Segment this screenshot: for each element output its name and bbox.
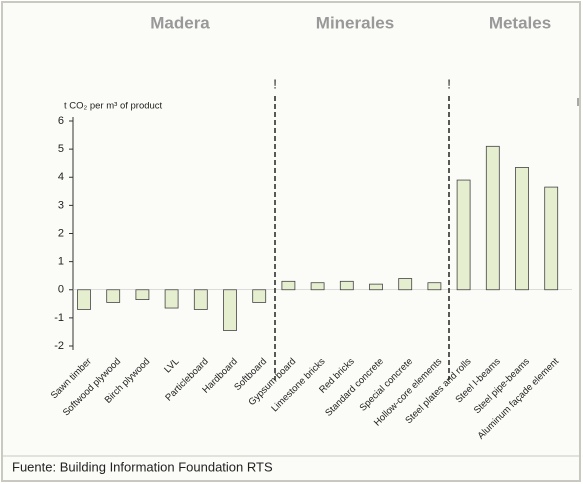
bar: [427, 282, 442, 291]
y-tick-label: 1: [58, 256, 64, 268]
y-tick-label: 6: [58, 115, 64, 127]
bar: [339, 280, 354, 291]
y-tick-label: 3: [58, 199, 64, 211]
bar: [485, 145, 500, 291]
bar: [252, 289, 267, 303]
bar: [77, 289, 91, 310]
bar: [369, 283, 383, 291]
y-axis-label: t CO₂ per m³ of product: [64, 101, 163, 112]
y-tick-label: 5: [58, 143, 64, 155]
bar: [456, 179, 471, 291]
bar: [223, 289, 237, 331]
bar: [310, 282, 325, 291]
bar: [164, 289, 179, 309]
bar: [515, 167, 529, 291]
bar: [398, 278, 413, 291]
bar: [135, 289, 150, 300]
annotation: !: [447, 76, 451, 91]
y-tick-label: 0: [58, 284, 64, 296]
group-label: Minerales: [316, 13, 394, 32]
bar: [544, 186, 559, 291]
y-tick-label: -1: [54, 312, 64, 324]
y-tick-label: -2: [54, 340, 64, 352]
bar: [281, 280, 296, 291]
y-tick-label: 4: [58, 171, 64, 183]
y-tick-label: 2: [58, 227, 64, 239]
group-label: Madera: [150, 13, 210, 32]
bar: [193, 289, 208, 310]
bar: [106, 289, 121, 303]
annotation: !: [273, 76, 277, 91]
source: Fuente: Building Information Foundation …: [12, 459, 273, 474]
group-label: Metales: [489, 13, 551, 32]
